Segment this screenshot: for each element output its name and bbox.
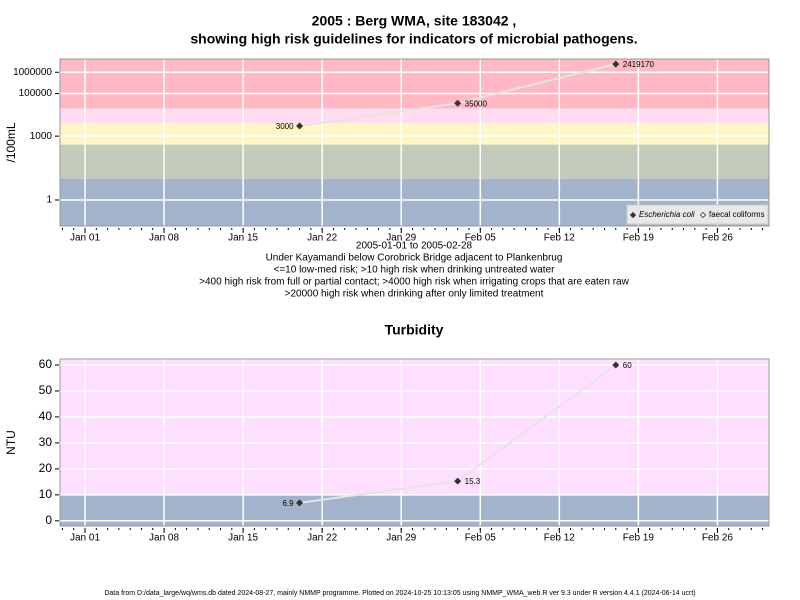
data-point (612, 60, 620, 68)
legend-marker (629, 211, 637, 219)
risk-band (60, 108, 769, 124)
legend-label: Escherichia coli (639, 210, 695, 219)
x-tick-label: Feb 26 (702, 233, 734, 244)
data-point (454, 477, 462, 485)
x-tick-label: Jan 01 (70, 233, 100, 244)
risk-band (60, 123, 769, 145)
x-tick-label: Jan 29 (386, 233, 416, 244)
x-tick-label: Jan 29 (386, 533, 416, 544)
x-tick-label: Feb 05 (465, 233, 497, 244)
y-tick-label: 50 (39, 383, 53, 397)
x-tick-label: Feb 19 (623, 233, 655, 244)
y-tick-label: 10 (39, 487, 53, 501)
x-tick-label: Jan 15 (228, 233, 258, 244)
data-point (296, 499, 304, 507)
x-tick-label: Feb 12 (544, 533, 576, 544)
x-tick-label: Jan 15 (228, 533, 258, 544)
x-tick-label: Jan 22 (307, 533, 337, 544)
y-tick-label: 0 (45, 513, 52, 527)
data-label: 2419170 (623, 60, 655, 69)
plot-frame (59, 58, 770, 227)
data-label: 15.3 (465, 477, 481, 486)
x-tick-label: Jan 22 (307, 233, 337, 244)
data-label: 3000 (276, 122, 294, 131)
y-tick-label: 1000 (30, 131, 53, 142)
data-point (612, 361, 620, 369)
x-tick-label: Feb 26 (702, 533, 734, 544)
note: >400 high risk from full or partial cont… (199, 277, 629, 288)
x-tick-label: Feb 19 (623, 533, 655, 544)
chart-title: 2005 : Berg WMA, site 183042 , (312, 13, 517, 29)
data-label: 60 (623, 361, 632, 370)
plot-frame (59, 358, 770, 527)
x-tick-label: Jan 01 (70, 533, 100, 544)
risk-band (60, 59, 769, 109)
y-tick-label: 60 (39, 357, 53, 371)
y-tick-label: 1000000 (13, 67, 52, 78)
footer: Data from D:/data_large/wq/wms.db dated … (104, 590, 695, 597)
legend-marker (699, 211, 707, 219)
data-label: 35000 (465, 99, 488, 108)
y-tick-label: 40 (39, 409, 53, 423)
risk-band (60, 359, 769, 495)
y-tick-label: 30 (39, 435, 53, 449)
legend-box (626, 204, 769, 225)
x-tick-label: Feb 05 (465, 533, 497, 544)
y-axis-label: NTU (4, 430, 18, 455)
x-tick-label: Jan 08 (149, 533, 179, 544)
y-tick-label: 20 (39, 461, 53, 475)
risk-band (60, 144, 769, 179)
y-tick-label: 100000 (19, 88, 53, 99)
x-tick-label: Feb 12 (544, 233, 576, 244)
note: Under Kayamandi below Corobrick Bridge a… (266, 253, 563, 264)
legend-label: faecal coliforms (709, 210, 765, 219)
note: <=10 low-med risk; >10 high risk when dr… (274, 265, 556, 276)
x-tick-label: Jan 08 (149, 233, 179, 244)
note: 2005-01-01 to 2005-02-28 (356, 241, 473, 252)
note: >20000 high risk when drinking after onl… (285, 289, 544, 300)
y-tick-label: 1 (46, 195, 52, 206)
data-label: 6.9 (282, 499, 294, 508)
chart-title: showing high risk guidelines for indicat… (190, 31, 637, 47)
y-axis-label: /100mL (4, 122, 18, 162)
data-point (296, 122, 304, 130)
chart-title: Turbidity (385, 322, 444, 338)
data-point (454, 99, 462, 107)
